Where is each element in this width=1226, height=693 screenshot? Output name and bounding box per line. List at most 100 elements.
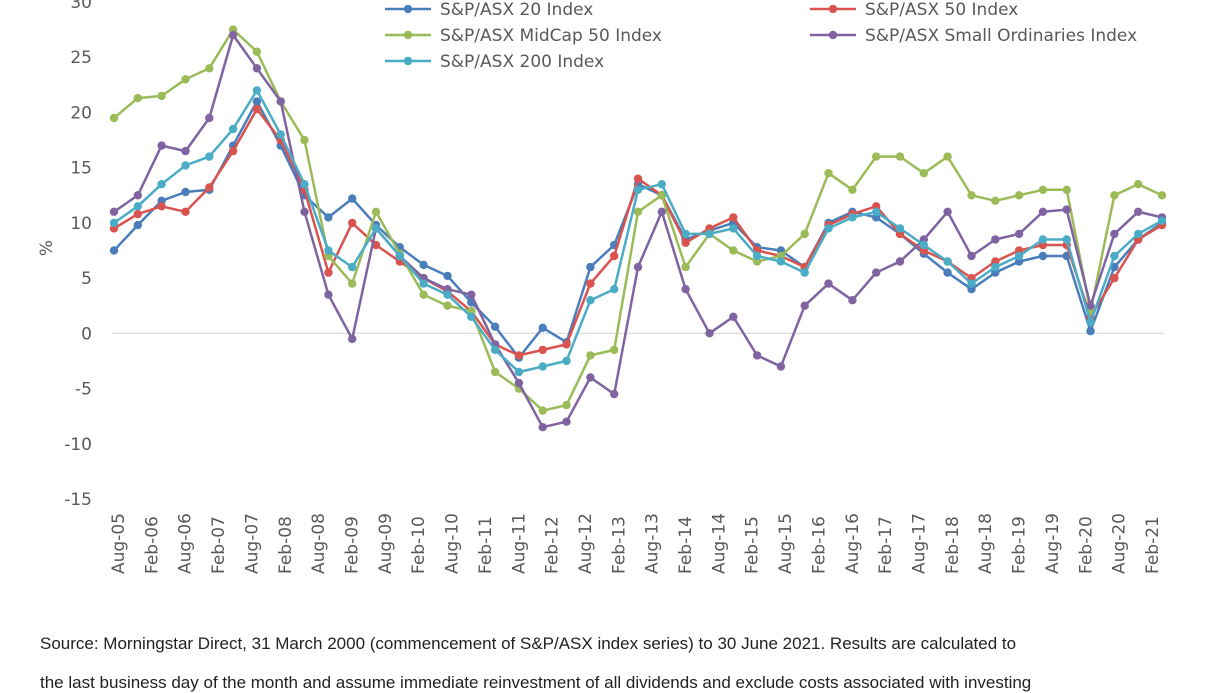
x-tick-label: Feb-15	[743, 516, 763, 574]
data-point	[133, 191, 142, 200]
y-tick-label: 30	[70, 0, 92, 13]
data-point	[371, 224, 381, 233]
legend-label: S&P/ASX Small Ordinaries Index	[865, 26, 1137, 46]
data-point	[1038, 251, 1048, 261]
data-point	[1014, 251, 1024, 261]
y-tick-label: -15	[64, 490, 92, 510]
data-point	[681, 285, 690, 294]
x-tick-label: Aug-20	[1110, 513, 1130, 574]
data-point	[1110, 191, 1119, 200]
x-tick-label: Aug-06	[176, 513, 196, 574]
x-axis-ticks: Aug-05 Feb-06 Aug-06 Feb-07 Aug-07 Feb-08 Aug-…	[109, 513, 1163, 574]
data-point	[895, 257, 905, 266]
data-point	[1110, 273, 1119, 283]
x-tick-label: Feb-19	[1010, 516, 1030, 574]
data-point	[538, 345, 547, 355]
data-point	[586, 296, 595, 305]
data-point	[919, 240, 928, 250]
data-point	[324, 290, 333, 299]
x-tick-label: Feb-21	[1143, 516, 1163, 574]
data-point	[300, 135, 309, 145]
legend-marker	[828, 4, 838, 14]
x-tick-label: Aug-19	[1043, 513, 1063, 574]
data-point	[1038, 207, 1048, 216]
x-tick-label: Feb-12	[543, 516, 563, 574]
data-point	[228, 30, 238, 40]
data-point	[633, 262, 643, 272]
data-point	[1062, 235, 1071, 244]
data-point	[1134, 229, 1143, 239]
data-point	[610, 389, 619, 399]
x-tick-label: Aug-12	[576, 513, 596, 574]
data-point	[943, 268, 952, 277]
data-point	[1014, 191, 1024, 200]
legend-marker	[403, 4, 413, 14]
x-tick-label: Aug-13	[643, 513, 663, 574]
y-tick-label: 25	[70, 48, 92, 68]
x-tick-label: Aug-17	[910, 513, 930, 574]
data-point	[348, 218, 357, 228]
data-point	[157, 202, 166, 211]
data-point	[490, 322, 500, 331]
data-point	[324, 246, 333, 255]
data-point	[443, 301, 452, 310]
data-point	[800, 229, 809, 239]
x-tick-label: Feb-11	[476, 516, 496, 574]
x-tick-label: Aug-07	[242, 513, 262, 574]
data-point	[729, 213, 738, 222]
data-point	[276, 130, 285, 139]
legend-marker	[403, 56, 413, 66]
series-line	[113, 89, 1163, 374]
x-tick-label: Aug-14	[709, 513, 729, 574]
y-axis-label: %	[37, 240, 57, 256]
data-point	[252, 97, 262, 106]
data-point	[252, 47, 262, 56]
legend: S&P/ASX 20 Index S&P/ASX 50 Index S&P/ASX …	[385, 0, 1137, 72]
x-tick-label: Aug-08	[309, 513, 329, 574]
data-point	[443, 290, 452, 299]
data-point	[562, 417, 571, 426]
data-point	[919, 169, 928, 178]
data-point	[276, 97, 285, 106]
data-point	[562, 340, 571, 349]
x-tick-label: Feb-14	[676, 516, 696, 574]
data-point	[538, 323, 547, 332]
legend-label: S&P/ASX 50 Index	[865, 0, 1018, 20]
data-point	[586, 373, 595, 382]
data-point	[681, 229, 690, 239]
data-point	[943, 207, 952, 216]
data-point	[872, 268, 881, 277]
data-point	[633, 207, 643, 216]
data-point	[514, 351, 524, 360]
data-point	[133, 209, 142, 219]
series-line	[113, 100, 1163, 359]
x-tick-label: Aug-18	[976, 513, 996, 574]
data-point	[419, 279, 428, 288]
data-point	[157, 91, 166, 101]
x-tick-label: Aug-16	[843, 513, 863, 574]
data-point	[205, 152, 214, 161]
data-point	[252, 86, 262, 95]
y-tick-label: 10	[70, 214, 92, 234]
data-point	[1110, 251, 1119, 261]
data-point	[1062, 205, 1071, 214]
data-point	[752, 251, 762, 261]
data-point	[776, 257, 786, 266]
data-point	[729, 246, 738, 255]
data-point	[681, 262, 690, 272]
data-point	[848, 296, 857, 305]
x-tick-label: Feb-09	[342, 516, 362, 574]
series-group	[109, 97, 1167, 362]
data-point	[872, 152, 881, 161]
data-point	[562, 356, 571, 366]
data-point	[967, 251, 976, 261]
data-point	[205, 113, 214, 123]
data-point	[800, 268, 809, 277]
data-point	[681, 238, 690, 247]
data-point	[228, 124, 238, 134]
x-tick-label: Aug-15	[776, 513, 796, 574]
data-point	[538, 406, 547, 415]
legend-label: S&P/ASX 200 Index	[440, 52, 604, 72]
data-point	[633, 185, 643, 194]
